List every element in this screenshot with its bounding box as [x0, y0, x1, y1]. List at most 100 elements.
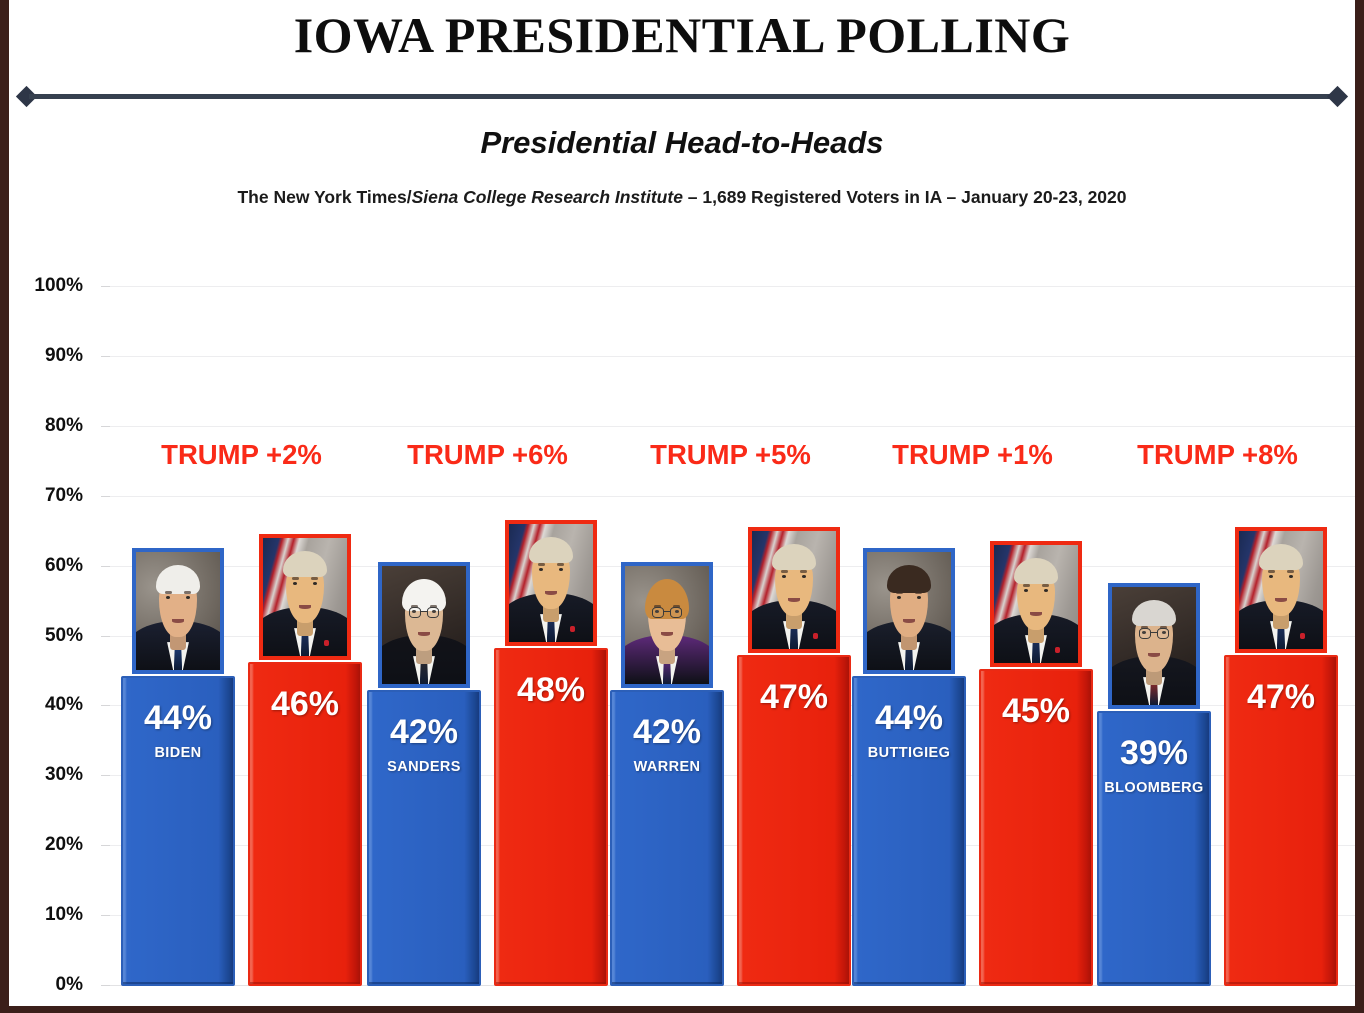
glasses-bridge: [664, 611, 670, 613]
bar-buttigieg-dem[interactable]: 44% BUTTIGIEG: [852, 676, 966, 986]
page-title: IOWA PRESIDENTIAL POLLING: [293, 7, 1071, 63]
trump-portrait: [994, 545, 1078, 664]
ytick-mark-30: [101, 775, 110, 777]
brow-right: [799, 570, 808, 574]
ytick-mark-20: [101, 845, 110, 847]
brow-right: [310, 577, 319, 581]
ytick-label-90: 90%: [44, 344, 83, 366]
portrait-frame-trump: [990, 541, 1082, 668]
ytick-label-10: 10%: [44, 904, 83, 926]
eye-left: [655, 610, 660, 614]
bar-trump-gop[interactable]: 47%: [1224, 655, 1338, 986]
ytick-label-100: 100%: [34, 275, 83, 296]
ytick-label-80: 80%: [44, 414, 83, 436]
brow-left: [537, 563, 546, 567]
tie-shape: [1149, 680, 1159, 706]
bar-value-label: 39%: [1119, 734, 1189, 773]
mouth-shape: [171, 618, 185, 623]
eye-left: [539, 568, 544, 572]
eye-right: [801, 575, 806, 579]
ytick-mark-50: [101, 635, 110, 637]
bar-candidate-name: WARREN: [633, 759, 701, 776]
portrait-frame-bloomberg: [1108, 583, 1200, 710]
ytick-label-0: 0%: [55, 974, 83, 995]
gridline-10: [110, 915, 1355, 917]
bar-trump-gop[interactable]: 48%: [494, 648, 608, 986]
tie-shape: [300, 631, 310, 657]
glasses-bridge: [1151, 632, 1157, 634]
glasses-right-lens: [669, 607, 683, 618]
bar-trump-gop[interactable]: 45%: [979, 669, 1093, 986]
eye-right: [1288, 575, 1293, 579]
hair-shape: [1014, 558, 1058, 585]
bar-trump-gop[interactable]: 47%: [737, 655, 851, 986]
bar-candidate-name: BLOOMBERG: [1104, 780, 1204, 797]
matchup-group-buttigieg: TRUMP +1% 44% BUTTIGIEG 45%: [852, 286, 1093, 986]
ytick-label-70: 70%: [44, 484, 83, 506]
buttigieg-portrait: [867, 552, 951, 671]
trump-portrait: [752, 531, 836, 650]
brow-left: [780, 570, 789, 574]
bar-bloomberg-dem[interactable]: 39% BLOOMBERG: [1097, 711, 1211, 986]
mouth-shape: [1147, 653, 1161, 658]
brow-right: [183, 591, 192, 595]
portrait-frame-trump: [505, 520, 597, 647]
trump-portrait: [1239, 531, 1323, 650]
bar-value-label: 44%: [874, 699, 944, 738]
bar-warren-dem[interactable]: 42% WARREN: [610, 690, 724, 986]
ytick-label-60: 60%: [44, 554, 83, 576]
trump-portrait: [509, 524, 593, 643]
tie-shape: [904, 645, 914, 671]
bar-value-label: 42%: [632, 713, 702, 752]
ytick-label-40: 40%: [44, 694, 83, 716]
brow-left: [291, 577, 300, 581]
portrait-frame-sanders: [378, 562, 470, 689]
eye-left: [1269, 575, 1274, 579]
eye-right: [1043, 589, 1048, 593]
bar-sanders-dem[interactable]: 42% SANDERS: [367, 690, 481, 986]
mouth-shape: [1029, 611, 1043, 616]
tie-shape: [662, 659, 672, 685]
eye-left: [412, 610, 417, 614]
brow-left: [653, 605, 662, 609]
eye-right: [312, 582, 317, 586]
bar-candidate-name: BIDEN: [154, 745, 202, 762]
ytick-mark-80: [101, 425, 110, 427]
margin-label-bloomberg: TRUMP +8%: [1137, 438, 1298, 470]
portrait-frame-warren: [621, 562, 713, 689]
chart-subtitle: Presidential Head-to-Heads: [480, 125, 884, 160]
glasses-left-lens: [651, 607, 665, 618]
margin-label-sanders: TRUMP +6%: [407, 438, 568, 470]
hair-shape: [887, 565, 931, 593]
eye-left: [1142, 631, 1147, 635]
eye-right: [558, 568, 563, 572]
eye-left: [782, 575, 787, 579]
chart-source-line: The New York Times/Siena College Researc…: [9, 187, 1355, 208]
brow-right: [914, 591, 923, 595]
chart-plot-area: 0% 10% 20% 30% 40% 50% 60% 70% 80% 90% 100% TRUMP +…: [34, 275, 1355, 995]
portrait-frame-trump: [259, 534, 351, 661]
tie-shape: [546, 617, 556, 643]
source-suffix: – 1,689 Registered Voters in IA – Januar…: [682, 187, 1127, 207]
bar-trump-gop[interactable]: 46%: [248, 662, 362, 986]
hair-shape: [772, 544, 816, 571]
glasses-right-lens: [1156, 628, 1170, 639]
matchup-group-sanders: TRUMP +6% 42% SANDERS 48%: [367, 286, 608, 986]
source-prefix: The New York Times/: [237, 187, 412, 207]
bar-biden-dem[interactable]: 44% BIDEN: [121, 676, 235, 986]
gridline-70: [110, 495, 1355, 497]
brow-left: [164, 591, 173, 595]
tie-shape: [1276, 624, 1286, 650]
brow-left: [895, 591, 904, 595]
matchup-group-biden: TRUMP +2% 44% BIDEN 46%: [121, 286, 362, 986]
gridline-90: [110, 355, 1355, 357]
portrait-frame-biden: [132, 548, 224, 675]
header-divider: [15, 85, 1349, 108]
source-institute: Siena College Research Institute: [411, 187, 683, 207]
eye-right: [185, 596, 190, 600]
eye-right: [916, 596, 921, 600]
flag-lapel-pin: [1300, 632, 1306, 639]
tie-shape: [173, 645, 183, 671]
brow-left: [1022, 584, 1031, 588]
